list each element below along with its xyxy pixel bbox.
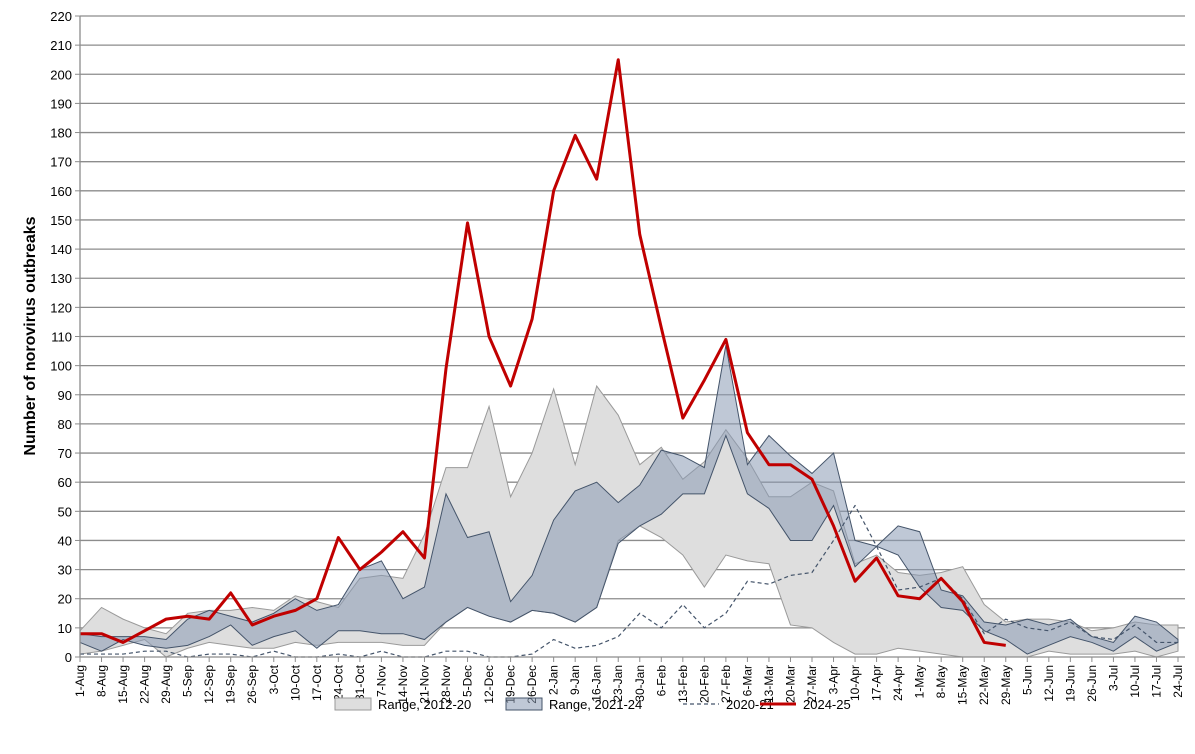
y-tick-label: 10 — [58, 621, 72, 636]
legend-label: 2024-25 — [803, 697, 851, 712]
x-tick-label: 22-May — [977, 665, 991, 705]
x-tick-label: 21-Nov — [417, 665, 431, 704]
legend-swatch — [334, 697, 372, 711]
x-tick-label: 3-Jul — [1106, 665, 1120, 691]
legend-label: Range, 2021-24 — [549, 697, 642, 712]
range-bands — [79, 345, 1179, 658]
x-tick-label: 26-Dec — [525, 665, 539, 704]
y-tick-label: 130 — [50, 271, 72, 286]
x-tick-label: 1-Aug — [73, 665, 87, 697]
x-tick-label: 23-Jan — [611, 665, 625, 702]
x-tick-label: 22-Aug — [138, 665, 152, 704]
y-tick-label: 190 — [50, 96, 72, 111]
y-tick-label: 0 — [65, 650, 72, 665]
y-tick-label: 210 — [50, 38, 72, 53]
x-tick-label: 27-Mar — [805, 665, 819, 703]
y-tick-label: 140 — [50, 242, 72, 257]
y-tick-label: 80 — [58, 417, 72, 432]
x-tick-label: 19-Dec — [504, 665, 518, 704]
x-tick-label: 15-May — [956, 665, 970, 705]
x-tick-label: 26-Sep — [245, 665, 259, 704]
y-tick-label: 160 — [50, 184, 72, 199]
x-tick-label: 5-Sep — [181, 665, 195, 697]
y-tick-label: 20 — [58, 592, 72, 607]
x-tick-label: 2-Jan — [547, 665, 561, 695]
axes: 0 10 20 30 40 50 60 70 80 90 100 110 120 130 140 150 160… — [50, 9, 1185, 705]
x-tick-label: 20-Feb — [697, 665, 711, 703]
x-tick-label: 7-Nov — [374, 665, 388, 697]
x-tick-label: 17-Apr — [870, 665, 884, 701]
y-tick-label: 90 — [58, 388, 72, 403]
x-tick-label: 15-Aug — [116, 665, 130, 704]
x-tick-label: 9-Jan — [568, 665, 582, 695]
y-tick-label: 30 — [58, 563, 72, 578]
x-tick-label: 24-Oct — [331, 664, 345, 701]
x-tick-label: 6-Feb — [654, 665, 668, 697]
x-tick-label: 5-Jun — [1020, 665, 1034, 695]
x-tick-label: 28-Nov — [439, 665, 453, 704]
x-tick-label: 17-Oct — [310, 664, 324, 701]
y-tick-label: 100 — [50, 359, 72, 374]
y-tick-label: 110 — [51, 330, 72, 345]
x-tick-label: 8-May — [934, 665, 948, 698]
x-tick-label: 19-Sep — [224, 665, 238, 704]
x-tick-label: 6-Mar — [740, 665, 754, 696]
x-tick-label: 5-Dec — [461, 665, 475, 697]
x-tick-label: 13-Feb — [676, 665, 690, 703]
x-tick-label: 17-Jul — [1149, 665, 1163, 698]
y-tick-label: 120 — [50, 300, 72, 315]
y-tick-label: 150 — [50, 213, 72, 228]
x-tick-label: 20-Mar — [783, 665, 797, 703]
y-tick-label: 60 — [58, 475, 72, 490]
series-lines — [80, 58, 1178, 658]
legend-swatch — [505, 697, 543, 711]
series-line-2024-25 — [80, 58, 1006, 647]
x-tick-label: 26-Jun — [1085, 665, 1099, 702]
x-tick-label: 1-May — [913, 665, 927, 698]
x-tick-label: 27-Feb — [719, 665, 733, 703]
y-tick-label: 200 — [50, 67, 72, 82]
x-tick-label: 10-Oct — [288, 664, 302, 701]
x-tick-label: 12-Dec — [482, 665, 496, 704]
x-tick-label: 3-Apr — [827, 665, 841, 694]
x-tick-label: 16-Jan — [590, 665, 604, 702]
legend: Range, 2012-20 Range, 2021-24 2020-21 2024-… — [334, 697, 851, 712]
x-tick-label: 24-Apr — [891, 665, 905, 701]
y-axis-label: Number of norovirus outbreaks — [22, 216, 39, 455]
x-tick-label: 19-Jun — [1063, 665, 1077, 702]
x-tick-label: 3-Oct — [267, 664, 281, 694]
legend-label: Range, 2012-20 — [378, 697, 471, 712]
gridlines — [80, 15, 1185, 629]
x-tick-label: 29-May — [999, 665, 1013, 705]
y-tick-label: 50 — [58, 504, 72, 519]
x-tick-label: 29-Aug — [159, 665, 173, 704]
x-tick-label: 10-Apr — [848, 665, 862, 701]
series-line-2020-21 — [80, 504, 1178, 658]
x-tick-label: 31-Oct — [353, 664, 367, 701]
x-tick-label: 30-Jan — [633, 665, 647, 702]
x-tick-label: 8-Aug — [95, 665, 109, 697]
x-tick-label: 13-Mar — [762, 665, 776, 703]
x-tick-label: 12-Sep — [202, 665, 216, 704]
x-tick-label: 14-Nov — [396, 665, 410, 704]
x-tick-label: 10-Jul — [1128, 665, 1142, 698]
x-tick-label: 24-Jul — [1171, 665, 1185, 698]
y-tick-label: 170 — [50, 155, 72, 170]
legend-label: 2020-21 — [726, 697, 774, 712]
y-tick-label: 70 — [58, 446, 72, 461]
x-tick-label: 12-Jun — [1042, 665, 1056, 702]
range-band-2 — [79, 345, 1179, 655]
y-tick-label: 220 — [50, 9, 72, 24]
y-tick-label: 180 — [50, 126, 72, 141]
y-tick-label: 40 — [58, 533, 72, 548]
